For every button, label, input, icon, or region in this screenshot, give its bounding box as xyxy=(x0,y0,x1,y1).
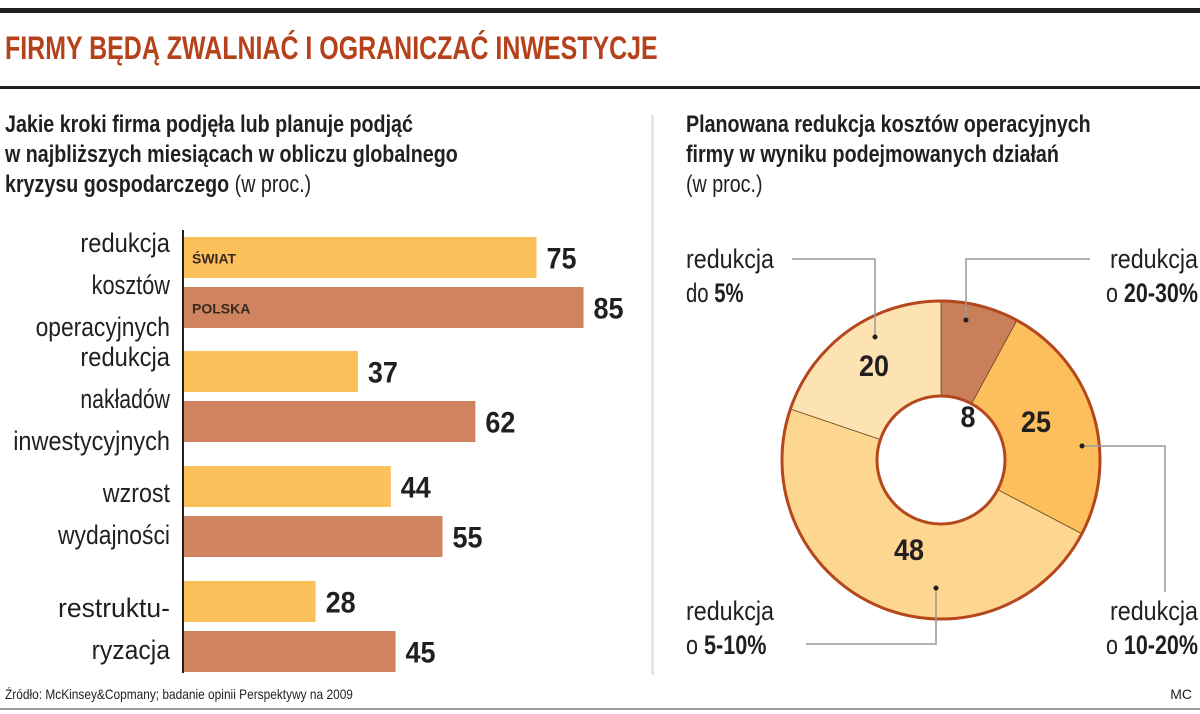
page-title: FIRMY BĘDĄ ZWALNIAĆ I OGRANICZAĆ INWESTY… xyxy=(5,30,658,66)
slice-label-line2: o 5-10% xyxy=(686,630,767,660)
donut-inner-border xyxy=(875,394,1007,526)
category-label: nakładów xyxy=(80,384,170,414)
bar-polska xyxy=(184,631,396,672)
bottom-rule xyxy=(0,708,1200,710)
slice-label-line2: o 20-30% xyxy=(1106,278,1198,308)
bar-chart: 75 ŚWIAT 85 POLSKA redukcja kosztów operacyjny… xyxy=(13,228,624,673)
bar-value: 62 xyxy=(485,407,515,440)
source-note: Źródło: McKinsey&Copmany; badanie opinii… xyxy=(5,686,353,702)
right-subtitle: Planowana redukcja kosztów operacyjnych … xyxy=(686,111,1091,198)
category-label: redukcja xyxy=(80,342,170,372)
bar-value: 37 xyxy=(368,357,398,390)
leader-dot xyxy=(872,334,878,340)
leader-dot xyxy=(963,317,969,323)
bar-swiat xyxy=(184,466,391,507)
bar-value: 44 xyxy=(401,472,431,505)
leader-line xyxy=(1082,445,1166,592)
category-label: wzrost xyxy=(102,478,170,508)
legend-label-polska: POLSKA xyxy=(192,301,250,317)
slice-label-line2: o 10-20% xyxy=(1106,630,1198,660)
bar-polska xyxy=(184,516,443,557)
slice-value: 8 xyxy=(961,401,976,434)
leader-line xyxy=(792,258,876,337)
category-label: kosztów xyxy=(92,270,171,300)
slice-value: 48 xyxy=(894,534,924,567)
title-rule xyxy=(0,86,1200,89)
leader-dot xyxy=(1079,443,1085,449)
donut-chart: 8 redukcja o 20-30% 25 redukcja o 10-20% 48 red… xyxy=(686,244,1199,660)
bar-polska xyxy=(184,287,584,328)
bar-value: 55 xyxy=(453,522,483,555)
bar-swiat xyxy=(184,351,358,392)
author-initials: MC xyxy=(1170,686,1192,702)
left-subtitle: Jakie kroki firma podjęła lub planuje po… xyxy=(5,111,458,198)
donut-outer-border xyxy=(780,299,1102,621)
legend-label-swiat: ŚWIAT xyxy=(192,250,237,267)
bar-swiat xyxy=(184,237,537,278)
slice-label-line1: redukcja xyxy=(1110,244,1199,274)
column-divider xyxy=(651,115,654,675)
category-label: ryzacja xyxy=(92,635,171,665)
leader-line xyxy=(806,588,937,645)
category-label: operacyjnych xyxy=(36,312,170,342)
slice-label-line1: redukcja xyxy=(686,596,775,626)
leader-line xyxy=(965,258,1090,320)
bar-value: 85 xyxy=(594,293,624,326)
category-label: wydajności xyxy=(57,520,170,550)
category-label: inwestycyjnych xyxy=(13,426,170,456)
slice-value: 25 xyxy=(1021,406,1051,439)
slice-value: 20 xyxy=(859,350,889,383)
bar-swiat xyxy=(184,581,316,622)
slice-label-line1: redukcja xyxy=(1110,596,1199,626)
slice-label-line2: do 5% xyxy=(686,278,744,308)
bar-value: 75 xyxy=(547,243,577,276)
leader-dot xyxy=(933,585,939,591)
slice-label-line1: redukcja xyxy=(686,244,775,274)
bar-polska xyxy=(184,401,476,442)
bar-value: 28 xyxy=(326,587,356,620)
top-rule xyxy=(0,8,1200,13)
bar-value: 45 xyxy=(406,637,436,670)
category-label: redukcja xyxy=(80,228,170,258)
category-label: restruktu- xyxy=(58,593,170,623)
